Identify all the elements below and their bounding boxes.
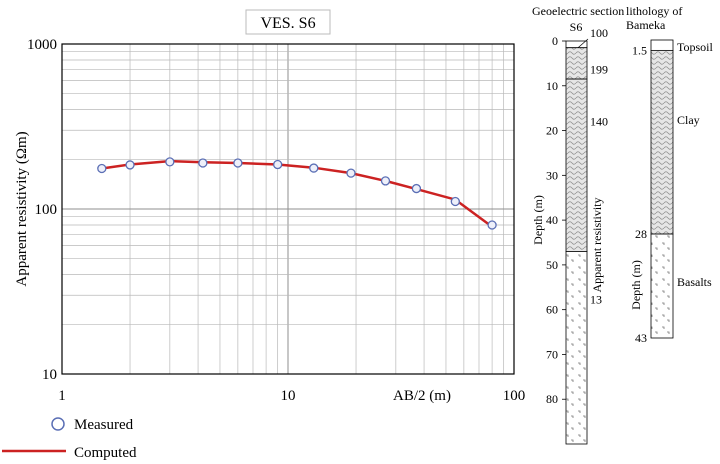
- lithology-labels: Topsoil Clay Basalts 1.5 28 43: [632, 40, 713, 345]
- geoelectric-layer: [565, 251, 588, 445]
- geoelectric-title: Geoelectric section: [532, 4, 624, 18]
- geoelectric-depth-tick: 80: [546, 392, 558, 406]
- geoelectric-depth-tick: 0: [552, 34, 558, 48]
- geoelectric-depth-ticks: 0 10 20 30 40 50 60 70 80: [546, 34, 566, 406]
- legend-measured-label: Measured: [74, 417, 134, 433]
- x-tick-label: 1: [58, 388, 66, 404]
- lithology-column: [650, 39, 674, 339]
- geoelectric-depth-tick: 30: [546, 168, 558, 182]
- lithology-layer: [650, 233, 674, 339]
- measured-point: [380, 176, 391, 186]
- measured-point: [198, 158, 208, 168]
- lithology-layer-name: Basalts: [677, 275, 712, 289]
- x-tick-labels: 1 10 100: [58, 388, 525, 404]
- y-tick-label: 1000: [27, 37, 57, 53]
- y-tick-label: 100: [35, 202, 58, 218]
- geoelectric-side-label: Apparent resistivity: [590, 198, 604, 293]
- lithology-title-line-2: Bameka: [626, 18, 666, 32]
- y-axis-label: Apparent resistivity (Ωm): [14, 131, 30, 286]
- lithology-title-line-1: lithology of: [626, 4, 682, 18]
- geoelectric-depth-tick: 60: [546, 303, 558, 317]
- measured-point: [97, 163, 107, 174]
- plot-frame: [61, 43, 515, 375]
- grid: [62, 44, 514, 374]
- geoelectric-depth-tick: 70: [546, 347, 558, 361]
- geoelectric-depth-tick: 20: [546, 124, 558, 138]
- geoelectric-resistivity-value: 140: [590, 115, 608, 129]
- title-box: [245, 9, 331, 35]
- lithology-depth-axis-label: Depth (m): [629, 260, 643, 310]
- x-axis-label: AB/2 (m): [393, 388, 451, 404]
- geoelectric-depth-tick: 40: [546, 213, 558, 227]
- computed-line: [101, 159, 493, 228]
- y-tick-labels: 10 100 1000: [27, 37, 57, 383]
- geoelectric-column: [565, 40, 588, 445]
- measured-point: [233, 158, 243, 168]
- lithology-layer: [650, 49, 674, 235]
- geoelectric-section: Geoelectric section S6 0 10 20 30 40 50 60 70 80…: [531, 4, 624, 445]
- measured-point: [346, 168, 356, 178]
- measured-point: [450, 196, 460, 207]
- measured-points: [97, 157, 497, 230]
- geoelectric-depth-tick: 10: [546, 79, 558, 93]
- measured-point: [125, 160, 135, 170]
- geoelectric-leader-line: [577, 38, 589, 48]
- x-tick-label: 100: [503, 388, 526, 404]
- geoelectric-resistivity-value: 13: [590, 292, 602, 306]
- lithology-layer-name: Topsoil: [677, 40, 713, 54]
- lithology-depth-label: 1.5: [632, 43, 647, 57]
- legend-measured-marker: [51, 417, 65, 431]
- chart-title: VES. S6: [260, 15, 315, 32]
- legend: Measured Computed: [2, 417, 137, 461]
- geoelectric-resistivity-labels: 100 199 140 13: [577, 26, 608, 306]
- measured-point: [411, 183, 422, 194]
- measured-point: [165, 157, 175, 167]
- legend-computed-label: Computed: [74, 445, 137, 461]
- geoelectric-depth-tick: 50: [546, 258, 558, 272]
- geoelectric-resistivity-value: 100: [590, 26, 608, 40]
- geoelectric-column-label: S6: [570, 20, 583, 34]
- geoelectric-layer: [565, 47, 588, 80]
- measured-point: [487, 220, 497, 230]
- geoelectric-depth-axis-label: Depth (m): [531, 195, 545, 245]
- geoelectric-layer: [565, 40, 588, 49]
- measured-point: [309, 163, 319, 173]
- geoelectric-layer: [565, 78, 588, 252]
- x-tick-label: 10: [281, 388, 296, 404]
- lithology-log: lithology of Bameka Topsoil Clay Basalts 1.…: [626, 4, 713, 345]
- lithology-depth-label: 28: [635, 227, 647, 241]
- lithology-layer: [650, 39, 674, 51]
- lithology-depth-label: 43: [635, 331, 647, 345]
- measured-point: [273, 159, 283, 170]
- geoelectric-resistivity-value: 199: [590, 63, 608, 77]
- lithology-layer-name: Clay: [677, 113, 700, 127]
- y-tick-label: 10: [42, 367, 57, 383]
